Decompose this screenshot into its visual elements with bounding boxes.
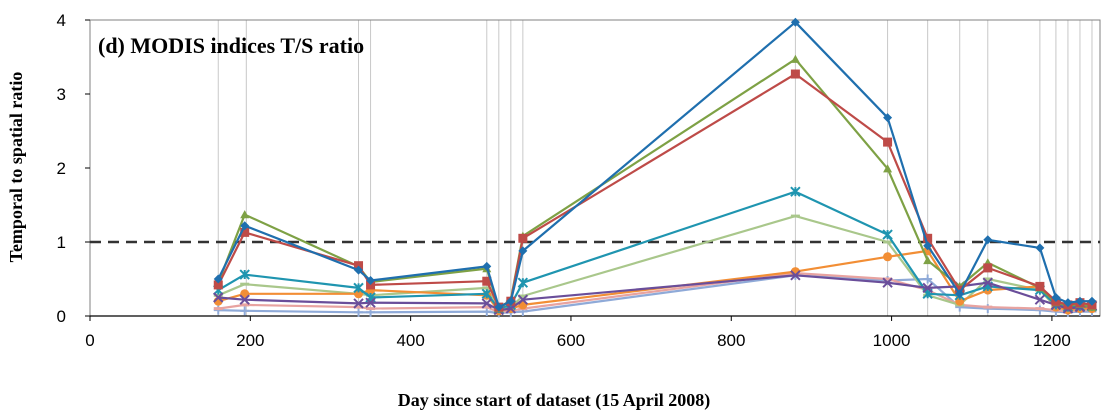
data-point [1051, 293, 1061, 302]
data-point [240, 306, 250, 316]
y-tick-label: 2 [57, 159, 66, 178]
data-point [240, 221, 250, 231]
data-point [240, 227, 250, 237]
data-point [883, 240, 893, 244]
data-point [239, 269, 250, 280]
data-point [790, 186, 801, 197]
series-line [217, 58, 1093, 310]
data-point [506, 296, 516, 306]
data-point [1087, 296, 1097, 306]
data-point [213, 274, 223, 284]
data-point [790, 54, 800, 63]
data-point [1035, 281, 1045, 291]
data-point [923, 256, 933, 265]
data-point [790, 214, 800, 218]
data-point [366, 275, 376, 285]
x-tick-label: 400 [396, 331, 424, 350]
x-tick-label: 200 [236, 331, 264, 350]
data-point [353, 298, 364, 309]
data-point [982, 277, 993, 288]
data-point [983, 263, 993, 273]
data-point [239, 294, 250, 305]
data-point [213, 307, 223, 311]
series-1 [213, 17, 1097, 312]
data-point [983, 305, 993, 309]
data-point [354, 307, 364, 317]
data-point [482, 261, 492, 271]
series-2 [213, 69, 1097, 312]
data-point [923, 233, 933, 243]
data-point [883, 164, 893, 173]
data-point [883, 137, 893, 147]
x-tick-label: 800 [717, 331, 745, 350]
data-point [518, 294, 528, 298]
data-point [983, 235, 993, 245]
data-point [790, 270, 801, 281]
data-point [482, 286, 492, 290]
data-point [517, 277, 529, 288]
data-point [518, 233, 528, 243]
data-point [923, 274, 933, 284]
data-point [1075, 296, 1085, 306]
data-point [213, 293, 223, 297]
series-line [217, 72, 1093, 309]
data-point [482, 276, 492, 286]
data-point [790, 17, 800, 27]
data-point [482, 305, 492, 309]
y-axis-ticks: 0 1 2 3 4 [57, 11, 90, 326]
data-point [1034, 294, 1046, 305]
data-point [518, 246, 528, 256]
data-point [923, 241, 933, 251]
data-point [240, 210, 250, 219]
data-point [790, 69, 800, 79]
data-point [883, 252, 893, 262]
series-group [213, 17, 1098, 318]
data-point [1035, 307, 1045, 311]
data-point [882, 277, 893, 288]
x-tick-label: 1000 [873, 331, 911, 350]
y-tick-label: 4 [57, 11, 66, 30]
y-tick-label: 3 [57, 85, 66, 104]
y-tick-label: 0 [57, 307, 66, 326]
data-point [240, 289, 250, 299]
data-point [365, 297, 376, 308]
x-tick-label: 1200 [1033, 331, 1071, 350]
x-tick-label: 0 [85, 331, 94, 350]
data-point [1063, 298, 1073, 308]
data-point [213, 280, 223, 290]
data-point [240, 303, 250, 307]
data-point [955, 296, 965, 306]
data-point [481, 298, 492, 309]
data-point [883, 277, 893, 281]
data-point [882, 229, 893, 240]
data-point [481, 288, 492, 300]
data-point [353, 282, 364, 294]
data-point [517, 294, 529, 305]
data-point [354, 289, 364, 299]
data-point [1035, 243, 1045, 253]
vertical-gridlines [217, 20, 1093, 316]
data-point [983, 277, 993, 281]
x-axis-title: Day since start of dataset (15 April 200… [398, 390, 710, 411]
data-point [354, 305, 364, 309]
data-point [240, 282, 250, 286]
data-point [883, 113, 893, 123]
series-line [217, 21, 1092, 309]
data-point [366, 307, 376, 311]
data-point [922, 282, 933, 294]
data-point [213, 292, 224, 303]
y-tick-label: 1 [57, 233, 66, 252]
chart-title: (d) MODIS indices T/S ratio [98, 33, 364, 58]
x-axis-ticks: 0 200 400 600 800 1000 1200 [85, 316, 1071, 350]
y-axis-title: Temporal to spatial ratio [6, 72, 26, 263]
data-point [494, 302, 504, 312]
series-3 [213, 54, 1097, 313]
x-tick-label: 600 [557, 331, 585, 350]
data-point [955, 289, 965, 299]
data-point [354, 265, 364, 275]
